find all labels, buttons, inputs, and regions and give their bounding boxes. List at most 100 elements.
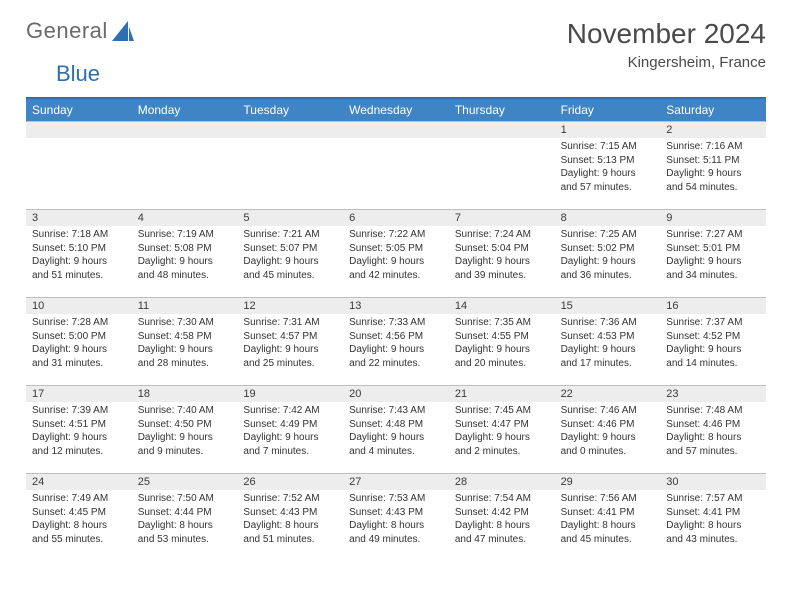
daylight2-text: and 34 minutes. (666, 269, 760, 283)
day-number (449, 122, 555, 138)
sunset-text: Sunset: 4:56 PM (349, 330, 443, 344)
day-number (132, 122, 238, 138)
daylight2-text: and 36 minutes. (561, 269, 655, 283)
calendar-cell: 30Sunrise: 7:57 AMSunset: 4:41 PMDayligh… (660, 473, 766, 561)
day-number: 22 (555, 386, 661, 402)
calendar-cell: 15Sunrise: 7:36 AMSunset: 4:53 PMDayligh… (555, 297, 661, 385)
sunrise-text: Sunrise: 7:30 AM (138, 316, 232, 330)
day-number (237, 122, 343, 138)
sunrise-text: Sunrise: 7:56 AM (561, 492, 655, 506)
day-number: 26 (237, 474, 343, 490)
day-number: 27 (343, 474, 449, 490)
sunrise-text: Sunrise: 7:57 AM (666, 492, 760, 506)
day-number: 14 (449, 298, 555, 314)
daylight2-text: and 45 minutes. (243, 269, 337, 283)
sunset-text: Sunset: 4:50 PM (138, 418, 232, 432)
calendar-cell: 16Sunrise: 7:37 AMSunset: 4:52 PMDayligh… (660, 297, 766, 385)
day-number: 29 (555, 474, 661, 490)
page-title: November 2024 (567, 18, 766, 50)
calendar-cell: 27 Sunrise: 7:53 AMSunset: 4:43 PMDayligh… (343, 473, 449, 561)
sunset-text: Sunset: 5:00 PM (32, 330, 126, 344)
sunset-text: Sunset: 5:08 PM (138, 242, 232, 256)
sunrise-text: Sunrise: 7:25 AM (561, 228, 655, 242)
sunrise-text: Sunrise: 7:53 AM (349, 492, 443, 506)
day-info: Sunrise: 7:54 AMSunset: 4:42 PMDaylight:… (449, 490, 555, 550)
day-number: 17 (26, 386, 132, 402)
daylight1-text: Daylight: 8 hours (349, 519, 443, 533)
weekday-tue: Tuesday (237, 99, 343, 121)
day-info: Sunrise: 7:18 AMSunset: 5:10 PMDaylight:… (26, 226, 132, 286)
daylight1-text: Daylight: 8 hours (561, 519, 655, 533)
day-info: Sunrise: 7:22 AMSunset: 5:05 PMDaylight:… (343, 226, 449, 286)
calendar-cell: 26Sunrise: 7:52 AMSunset: 4:43 PMDayligh… (237, 473, 343, 561)
day-number: 30 (660, 474, 766, 490)
daylight1-text: Daylight: 9 hours (138, 431, 232, 445)
daylight2-text: and 28 minutes. (138, 357, 232, 371)
sunrise-text: Sunrise: 7:39 AM (32, 404, 126, 418)
sunrise-text: Sunrise: 7:18 AM (32, 228, 126, 242)
sunset-text: Sunset: 4:41 PM (561, 506, 655, 520)
day-info: Sunrise: 7:30 AMSunset: 4:58 PMDaylight:… (132, 314, 238, 374)
day-info: Sunrise: 7:45 AMSunset: 4:47 PMDaylight:… (449, 402, 555, 462)
calendar-cell: 22Sunrise: 7:46 AMSunset: 4:46 PMDayligh… (555, 385, 661, 473)
sunrise-text: Sunrise: 7:31 AM (243, 316, 337, 330)
weekday-sat: Saturday (660, 99, 766, 121)
daylight1-text: Daylight: 9 hours (666, 167, 760, 181)
sunrise-text: Sunrise: 7:28 AM (32, 316, 126, 330)
calendar-cell (26, 121, 132, 209)
day-number: 16 (660, 298, 766, 314)
daylight1-text: Daylight: 9 hours (666, 343, 760, 357)
calendar-cell: 20Sunrise: 7:43 AMSunset: 4:48 PMDayligh… (343, 385, 449, 473)
sail-icon (112, 21, 134, 41)
sunrise-text: Sunrise: 7:21 AM (243, 228, 337, 242)
calendar-cell (449, 121, 555, 209)
calendar-cell: 11Sunrise: 7:30 AMSunset: 4:58 PMDayligh… (132, 297, 238, 385)
day-number: 10 (26, 298, 132, 314)
day-number: 7 (449, 210, 555, 226)
weekday-thu: Thursday (449, 99, 555, 121)
calendar-cell: 6Sunrise: 7:22 AMSunset: 5:05 PMDaylight… (343, 209, 449, 297)
day-info: Sunrise: 7:28 AMSunset: 5:00 PMDaylight:… (26, 314, 132, 374)
sunrise-text: Sunrise: 7:49 AM (32, 492, 126, 506)
daylight1-text: Daylight: 8 hours (32, 519, 126, 533)
calendar-cell (237, 121, 343, 209)
day-info: Sunrise: 7:21 AMSunset: 5:07 PMDaylight:… (237, 226, 343, 286)
day-info: Sunrise: 7:40 AMSunset: 4:50 PMDaylight:… (132, 402, 238, 462)
sunrise-text: Sunrise: 7:36 AM (561, 316, 655, 330)
calendar-cell: 8Sunrise: 7:25 AMSunset: 5:02 PMDaylight… (555, 209, 661, 297)
day-info: Sunrise: 7:15 AMSunset: 5:13 PMDaylight:… (555, 138, 661, 198)
daylight2-text: and 51 minutes. (32, 269, 126, 283)
calendar-cell: 5Sunrise: 7:21 AMSunset: 5:07 PMDaylight… (237, 209, 343, 297)
day-number: 1 (555, 122, 661, 138)
day-info: Sunrise: 7:52 AMSunset: 4:43 PMDaylight:… (237, 490, 343, 550)
daylight2-text: and 14 minutes. (666, 357, 760, 371)
day-number: 21 (449, 386, 555, 402)
sunset-text: Sunset: 4:44 PM (138, 506, 232, 520)
day-number: 12 (237, 298, 343, 314)
day-info: Sunrise: 7:57 AMSunset: 4:41 PMDaylight:… (660, 490, 766, 550)
calendar-cell: 23Sunrise: 7:48 AMSunset: 4:46 PMDayligh… (660, 385, 766, 473)
sunset-text: Sunset: 4:47 PM (455, 418, 549, 432)
location: Kingersheim, France (567, 54, 766, 71)
daylight2-text: and 2 minutes. (455, 445, 549, 459)
day-info: Sunrise: 7:43 AMSunset: 4:48 PMDaylight:… (343, 402, 449, 462)
sunset-text: Sunset: 5:02 PM (561, 242, 655, 256)
sunrise-text: Sunrise: 7:45 AM (455, 404, 549, 418)
sunrise-text: Sunrise: 7:15 AM (561, 140, 655, 154)
sunset-text: Sunset: 4:57 PM (243, 330, 337, 344)
day-number (26, 122, 132, 138)
daylight2-text: and 39 minutes. (455, 269, 549, 283)
sunrise-text: Sunrise: 7:54 AM (455, 492, 549, 506)
calendar-cell: 10Sunrise: 7:28 AMSunset: 5:00 PMDayligh… (26, 297, 132, 385)
day-number: 3 (26, 210, 132, 226)
title-block: November 2024 Kingersheim, France (567, 18, 766, 71)
daylight1-text: Daylight: 9 hours (455, 255, 549, 269)
sunset-text: Sunset: 4:43 PM (349, 506, 443, 520)
calendar-cell (132, 121, 238, 209)
day-number: 2 (660, 122, 766, 138)
daylight1-text: Daylight: 9 hours (666, 255, 760, 269)
sunrise-text: Sunrise: 7:33 AM (349, 316, 443, 330)
daylight1-text: Daylight: 8 hours (138, 519, 232, 533)
sunset-text: Sunset: 4:45 PM (32, 506, 126, 520)
daylight2-text: and 0 minutes. (561, 445, 655, 459)
